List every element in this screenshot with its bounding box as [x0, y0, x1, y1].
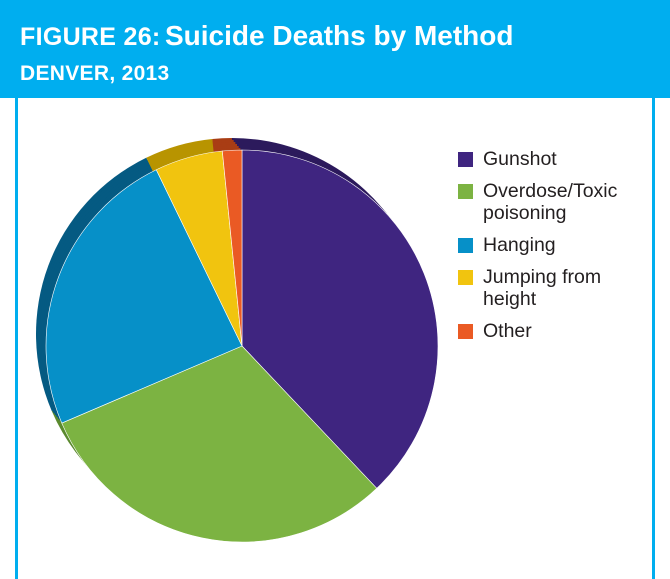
legend-item-other: Other: [458, 320, 653, 342]
legend-swatch: [458, 324, 473, 339]
pie-slice-other: [221, 149, 243, 347]
legend: Gunshot Overdose/Toxic poisoning Hanging Ju…: [458, 148, 653, 352]
figure-header: FIGURE 26: Suicide Deaths by Method DENV…: [0, 0, 670, 98]
pie-slice-overdose-toxic-poisoning: [61, 345, 378, 543]
legend-label: Hanging: [483, 234, 556, 256]
header-title-line: FIGURE 26: Suicide Deaths by Method: [20, 20, 513, 52]
chart-title: Suicide Deaths by Method: [164, 20, 514, 51]
legend-label: Gunshot: [483, 148, 557, 170]
legend-swatch: [458, 184, 473, 199]
legend-item-jumping-from-height: Jumping from height: [458, 266, 653, 310]
legend-swatch: [458, 152, 473, 167]
legend-label: Jumping from height: [483, 266, 602, 310]
legend-item-hanging: Hanging: [458, 234, 653, 256]
pie-slice-hanging: [45, 169, 243, 424]
legend-label: Overdose/Toxic poisoning: [483, 180, 618, 224]
figure-label: FIGURE 26:: [20, 23, 161, 51]
legend-item-gunshot: Gunshot: [458, 148, 653, 170]
legend-swatch: [458, 238, 473, 253]
pie-slice-gunshot: [241, 149, 439, 489]
legend-label: Other: [483, 320, 532, 342]
legend-swatch: [458, 270, 473, 285]
chart-subtitle: DENVER, 2013: [20, 62, 170, 85]
legend-item-overdose-toxic-poisoning: Overdose/Toxic poisoning: [458, 180, 653, 224]
